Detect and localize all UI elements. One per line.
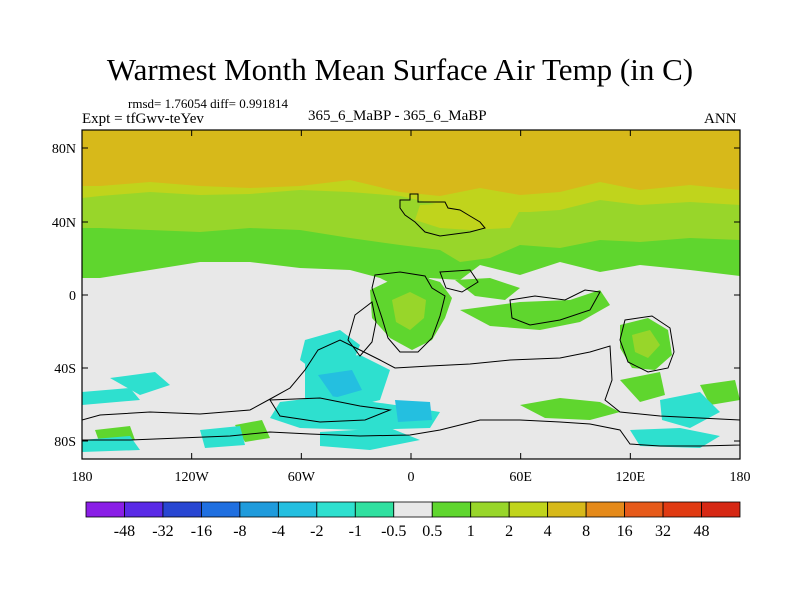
colorbar-label: 32 — [655, 523, 671, 540]
lon-tick-label: 180 — [730, 470, 751, 485]
colorbar-label: -4 — [272, 523, 285, 540]
field-scotia-core — [318, 370, 362, 398]
colorbar-label: 4 — [544, 523, 552, 540]
field-south-cool-5 — [200, 426, 245, 448]
colorbar-label: -0.5 — [381, 523, 406, 540]
colorbar-label: 1 — [467, 523, 475, 540]
lat-tick-label: 80S — [54, 435, 76, 450]
colorbar-swatch — [277, 501, 318, 518]
colorbar: -48 -32 -16 -8 -4 -2 -1 -0.5 0.5 1 2 4 8 16 32 48 — [85, 501, 741, 540]
stats-line: rmsd= 1.76054 diff= 0.991814 — [128, 96, 288, 111]
colorbar-swatch — [624, 501, 664, 518]
field-south-cool-3 — [270, 396, 440, 430]
colorbar-swatch — [470, 501, 510, 518]
lon-tick-label: 60W — [288, 470, 316, 485]
colorbar-label: -2 — [310, 523, 323, 540]
lat-tick-label: 80N — [52, 142, 76, 157]
coastline-australia — [619, 315, 675, 373]
colorbar-swatch — [393, 501, 433, 518]
coastline-north-continent — [399, 193, 486, 237]
field-south-cool-8 — [630, 428, 720, 448]
season-label: ANN — [704, 111, 737, 127]
lon-tick-label: 180 — [72, 470, 93, 485]
colorbar-label: 48 — [694, 523, 710, 540]
experiment-label: Expt = tfGwv-teYev — [82, 111, 204, 127]
field-south-green-1 — [520, 398, 620, 420]
field-indian-patch — [460, 290, 610, 330]
colorbar-label: -1 — [349, 523, 362, 540]
colorbar-label: 16 — [617, 523, 633, 540]
coastline-south-america — [347, 301, 377, 357]
colorbar-swatch — [316, 501, 356, 518]
colorbar-swatch — [508, 501, 549, 518]
field-australia-core — [632, 330, 660, 358]
colorbar-swatch — [124, 501, 164, 518]
colorbar-label: -48 — [114, 523, 135, 540]
comparison-label: 365_6_MaBP - 365_6_MaBP — [308, 108, 487, 124]
colorbar-swatch — [201, 501, 241, 518]
colorbar-swatch — [239, 501, 279, 518]
colorbar-label: 2 — [505, 523, 513, 540]
field-arabia-patch — [455, 278, 520, 300]
coastline-arabia — [439, 269, 479, 293]
field-east-green — [700, 380, 740, 405]
coastline-india — [509, 289, 601, 326]
field-south-cool-4 — [660, 392, 720, 428]
colorbar-label: 0.5 — [422, 523, 442, 540]
colorbar-label: 8 — [582, 523, 590, 540]
field-south-green-3 — [235, 420, 270, 442]
colorbar-label: -32 — [152, 523, 173, 540]
field-band-8-north — [82, 130, 740, 196]
lon-tick-label: 120E — [616, 470, 646, 485]
longitude-axis: 180 120W 60W 0 60E 120E 180 — [72, 130, 751, 485]
colorbar-swatch — [547, 501, 587, 518]
colorbar-swatch — [431, 501, 472, 518]
field-south-cool-7 — [320, 428, 420, 450]
colorbar-label: -16 — [191, 523, 212, 540]
colorbar-swatch — [701, 501, 741, 518]
field-south-cool-1 — [110, 372, 170, 395]
plot-title: Warmest Month Mean Surface Air Temp (in … — [106, 52, 694, 87]
lon-tick-label: 60E — [509, 470, 532, 485]
field-south-cool-2 — [82, 388, 140, 405]
lat-tick-label: 40N — [52, 216, 76, 231]
map-field — [82, 130, 740, 459]
lon-tick-label: 120W — [175, 470, 210, 485]
field-south-cool-core — [395, 400, 432, 422]
field-africa-core — [392, 292, 426, 330]
colorbar-swatch — [662, 501, 702, 518]
lon-tick-label: 0 — [408, 470, 415, 485]
field-south-green-2 — [620, 372, 665, 402]
lat-tick-label: 40S — [54, 362, 76, 377]
latitude-axis: 80N 40N 0 40S 80S — [52, 142, 740, 450]
coastlines — [82, 193, 740, 447]
coastline-southern-mass — [82, 339, 740, 447]
colorbar-swatch — [585, 501, 625, 518]
colorbar-swatch — [354, 501, 395, 518]
field-band-4-eurasia-patch — [415, 202, 520, 230]
lat-tick-label: 0 — [69, 289, 76, 304]
coastline-south-interior — [269, 397, 392, 423]
colorbar-swatch — [162, 501, 202, 518]
colorbar-label: -8 — [233, 523, 246, 540]
coastline-africa — [371, 271, 446, 353]
colorbar-swatch — [85, 501, 125, 518]
